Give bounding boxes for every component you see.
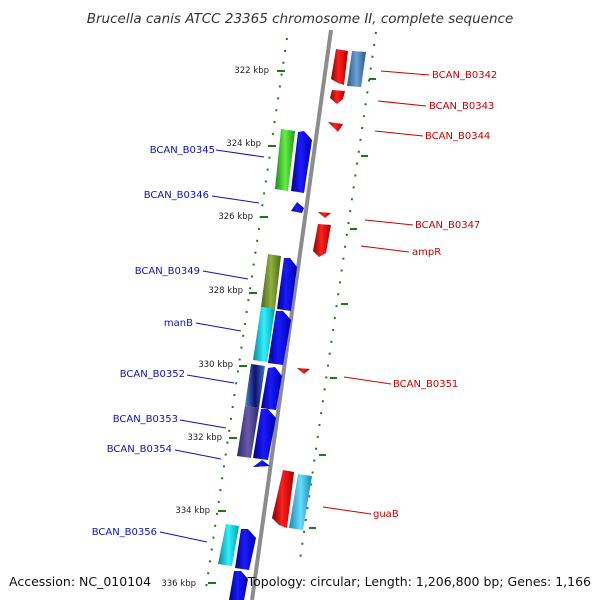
- kbp-label-324: 324 kbp: [226, 139, 261, 149]
- feature-manb-cog: [253, 307, 275, 362]
- label-manb[interactable]: manB: [164, 318, 193, 329]
- gene-bcan-b0342[interactable]: [331, 49, 348, 85]
- kbp-label-336: 336 kbp: [161, 579, 196, 589]
- label-guab[interactable]: guaB: [373, 509, 399, 520]
- feature-guab-cog: [289, 474, 312, 530]
- gene-bcan-b0352[interactable]: [261, 367, 282, 410]
- kbp-ticks: [208, 70, 376, 584]
- label-bcan-b0345[interactable]: BCAN_B0345: [150, 145, 215, 156]
- gene-bcan-b0343[interactable]: [330, 90, 345, 104]
- kbp-label-326: 326 kbp: [218, 212, 253, 222]
- label-ampr[interactable]: ampR: [412, 247, 441, 258]
- label-bcan-b0352[interactable]: BCAN_B0352: [120, 369, 185, 380]
- label-bcan-b0349[interactable]: BCAN_B0349: [135, 266, 200, 277]
- kbp-label-334: 334 kbp: [175, 506, 210, 516]
- kbp-label-328: 328 kbp: [208, 286, 243, 296]
- gene-bcan-b0344[interactable]: [328, 122, 343, 132]
- gene-bcan-b0356[interactable]: [235, 529, 256, 570]
- accession-text: Accession: NC_010104: [9, 574, 151, 589]
- gene-bcan-b0349[interactable]: [277, 258, 297, 311]
- kbp-label-322: 322 kbp: [234, 66, 269, 76]
- label-bcan-b0356[interactable]: BCAN_B0356: [92, 527, 157, 538]
- label-bcan-b0346[interactable]: BCAN_B0346: [144, 190, 209, 201]
- kbp-label-332: 332 kbp: [187, 433, 222, 443]
- gene-bcan-b0347[interactable]: [318, 212, 331, 218]
- gene-manb[interactable]: [268, 311, 291, 365]
- topology-text: Topology: circular; Length: 1,206,800 bp…: [247, 574, 591, 589]
- gene-bcan-b0345[interactable]: [291, 131, 312, 193]
- right-leader-lines: [322, 70, 430, 515]
- gene-next-forward[interactable]: [229, 571, 248, 600]
- feature-b0349-cog: [261, 254, 281, 309]
- label-bcan-b0344[interactable]: BCAN_B0344: [425, 131, 490, 142]
- feature-b0356-cog: [218, 524, 239, 566]
- outer-dotted-ring: [299, 31, 377, 561]
- left-leader-lines: [159, 149, 265, 543]
- feature-b0345-cog: [275, 129, 295, 191]
- label-bcan-b0354[interactable]: BCAN_B0354: [107, 444, 172, 455]
- label-bcan-b0343[interactable]: BCAN_B0343: [429, 101, 494, 112]
- gene-bcan-b0351[interactable]: [297, 368, 310, 374]
- inner-dotted-ring: [204, 37, 288, 596]
- label-bcan-b0351[interactable]: BCAN_B0351: [393, 379, 458, 390]
- feature-b0352-cog: [245, 364, 265, 408]
- kbp-label-330: 330 kbp: [198, 360, 233, 370]
- label-bcan-b0353[interactable]: BCAN_B0353: [113, 414, 178, 425]
- gene-guab[interactable]: [272, 470, 294, 528]
- gene-ampr[interactable]: [313, 224, 331, 257]
- map-title: Brucella canis ATCC 23365 chromosome II,…: [87, 11, 514, 27]
- gene-bcan-b0353[interactable]: [253, 409, 276, 460]
- gene-bcan-b0346[interactable]: [291, 202, 304, 213]
- label-bcan-b0342[interactable]: BCAN_B0342: [432, 70, 497, 81]
- chromosome-backbone: [250, 29, 333, 600]
- feature-b0353-cog: [237, 406, 259, 458]
- gene-bcan-b0354[interactable]: [253, 460, 270, 467]
- feature-b0342-cog: [347, 51, 366, 87]
- label-bcan-b0347[interactable]: BCAN_B0347: [415, 220, 480, 231]
